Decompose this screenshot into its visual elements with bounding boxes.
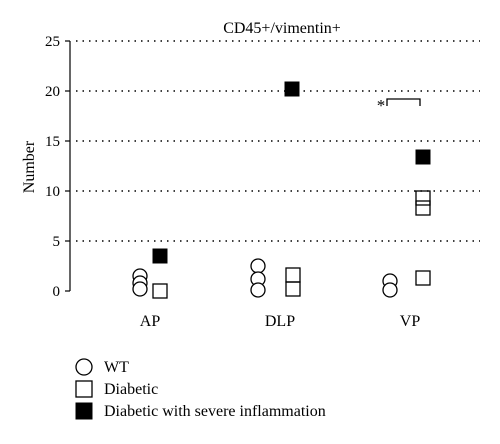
- annotations: *: [377, 96, 421, 115]
- x-tick-label: VP: [400, 313, 421, 330]
- x-tick-label: DLP: [265, 313, 295, 330]
- x-tick-label: AP: [140, 313, 161, 330]
- y-tick-label: 20: [45, 84, 60, 100]
- diabetic-point: [415, 190, 431, 206]
- y-axis-label: Number: [21, 140, 38, 193]
- wt-point: [250, 282, 266, 298]
- legend-label: Diabetic with severe inflammation: [104, 403, 326, 420]
- wt-point: [382, 282, 398, 298]
- y-tick-label: 0: [53, 284, 61, 300]
- wt-point: [250, 258, 266, 274]
- data-points: [132, 81, 431, 299]
- diabetic-point: [152, 283, 168, 299]
- severe-inflammation-point: [415, 149, 431, 165]
- x-ticks: AP DLP VP: [140, 313, 421, 330]
- legend-label: WT: [104, 359, 129, 376]
- wt-point: [132, 281, 148, 297]
- severe-inflammation-point: [152, 248, 168, 264]
- y-ticks: 0 5 10 15 20 25: [45, 34, 70, 300]
- chart-title: CD45+/vimentin+: [223, 20, 341, 37]
- y-tick-label: 25: [45, 34, 60, 50]
- legend-wt-marker: [75, 358, 93, 376]
- legend-severe-marker: [75, 402, 93, 420]
- severe-inflammation-point: [284, 81, 300, 97]
- y-tick-label: 5: [53, 234, 61, 250]
- y-tick-label: 10: [45, 184, 60, 200]
- diabetic-point: [285, 281, 301, 297]
- legend-label: Diabetic: [104, 381, 158, 398]
- legend: WT Diabetic Diabetic with severe inflammat…: [75, 358, 326, 420]
- diabetic-point: [285, 267, 301, 283]
- y-tick-label: 15: [45, 134, 60, 150]
- gridlines: [76, 40, 480, 242]
- significance-star: *: [377, 96, 386, 115]
- significance-bracket: [386, 98, 421, 106]
- diabetic-point: [415, 200, 431, 216]
- legend-diabetic-marker: [75, 380, 93, 398]
- diabetic-point: [415, 270, 431, 286]
